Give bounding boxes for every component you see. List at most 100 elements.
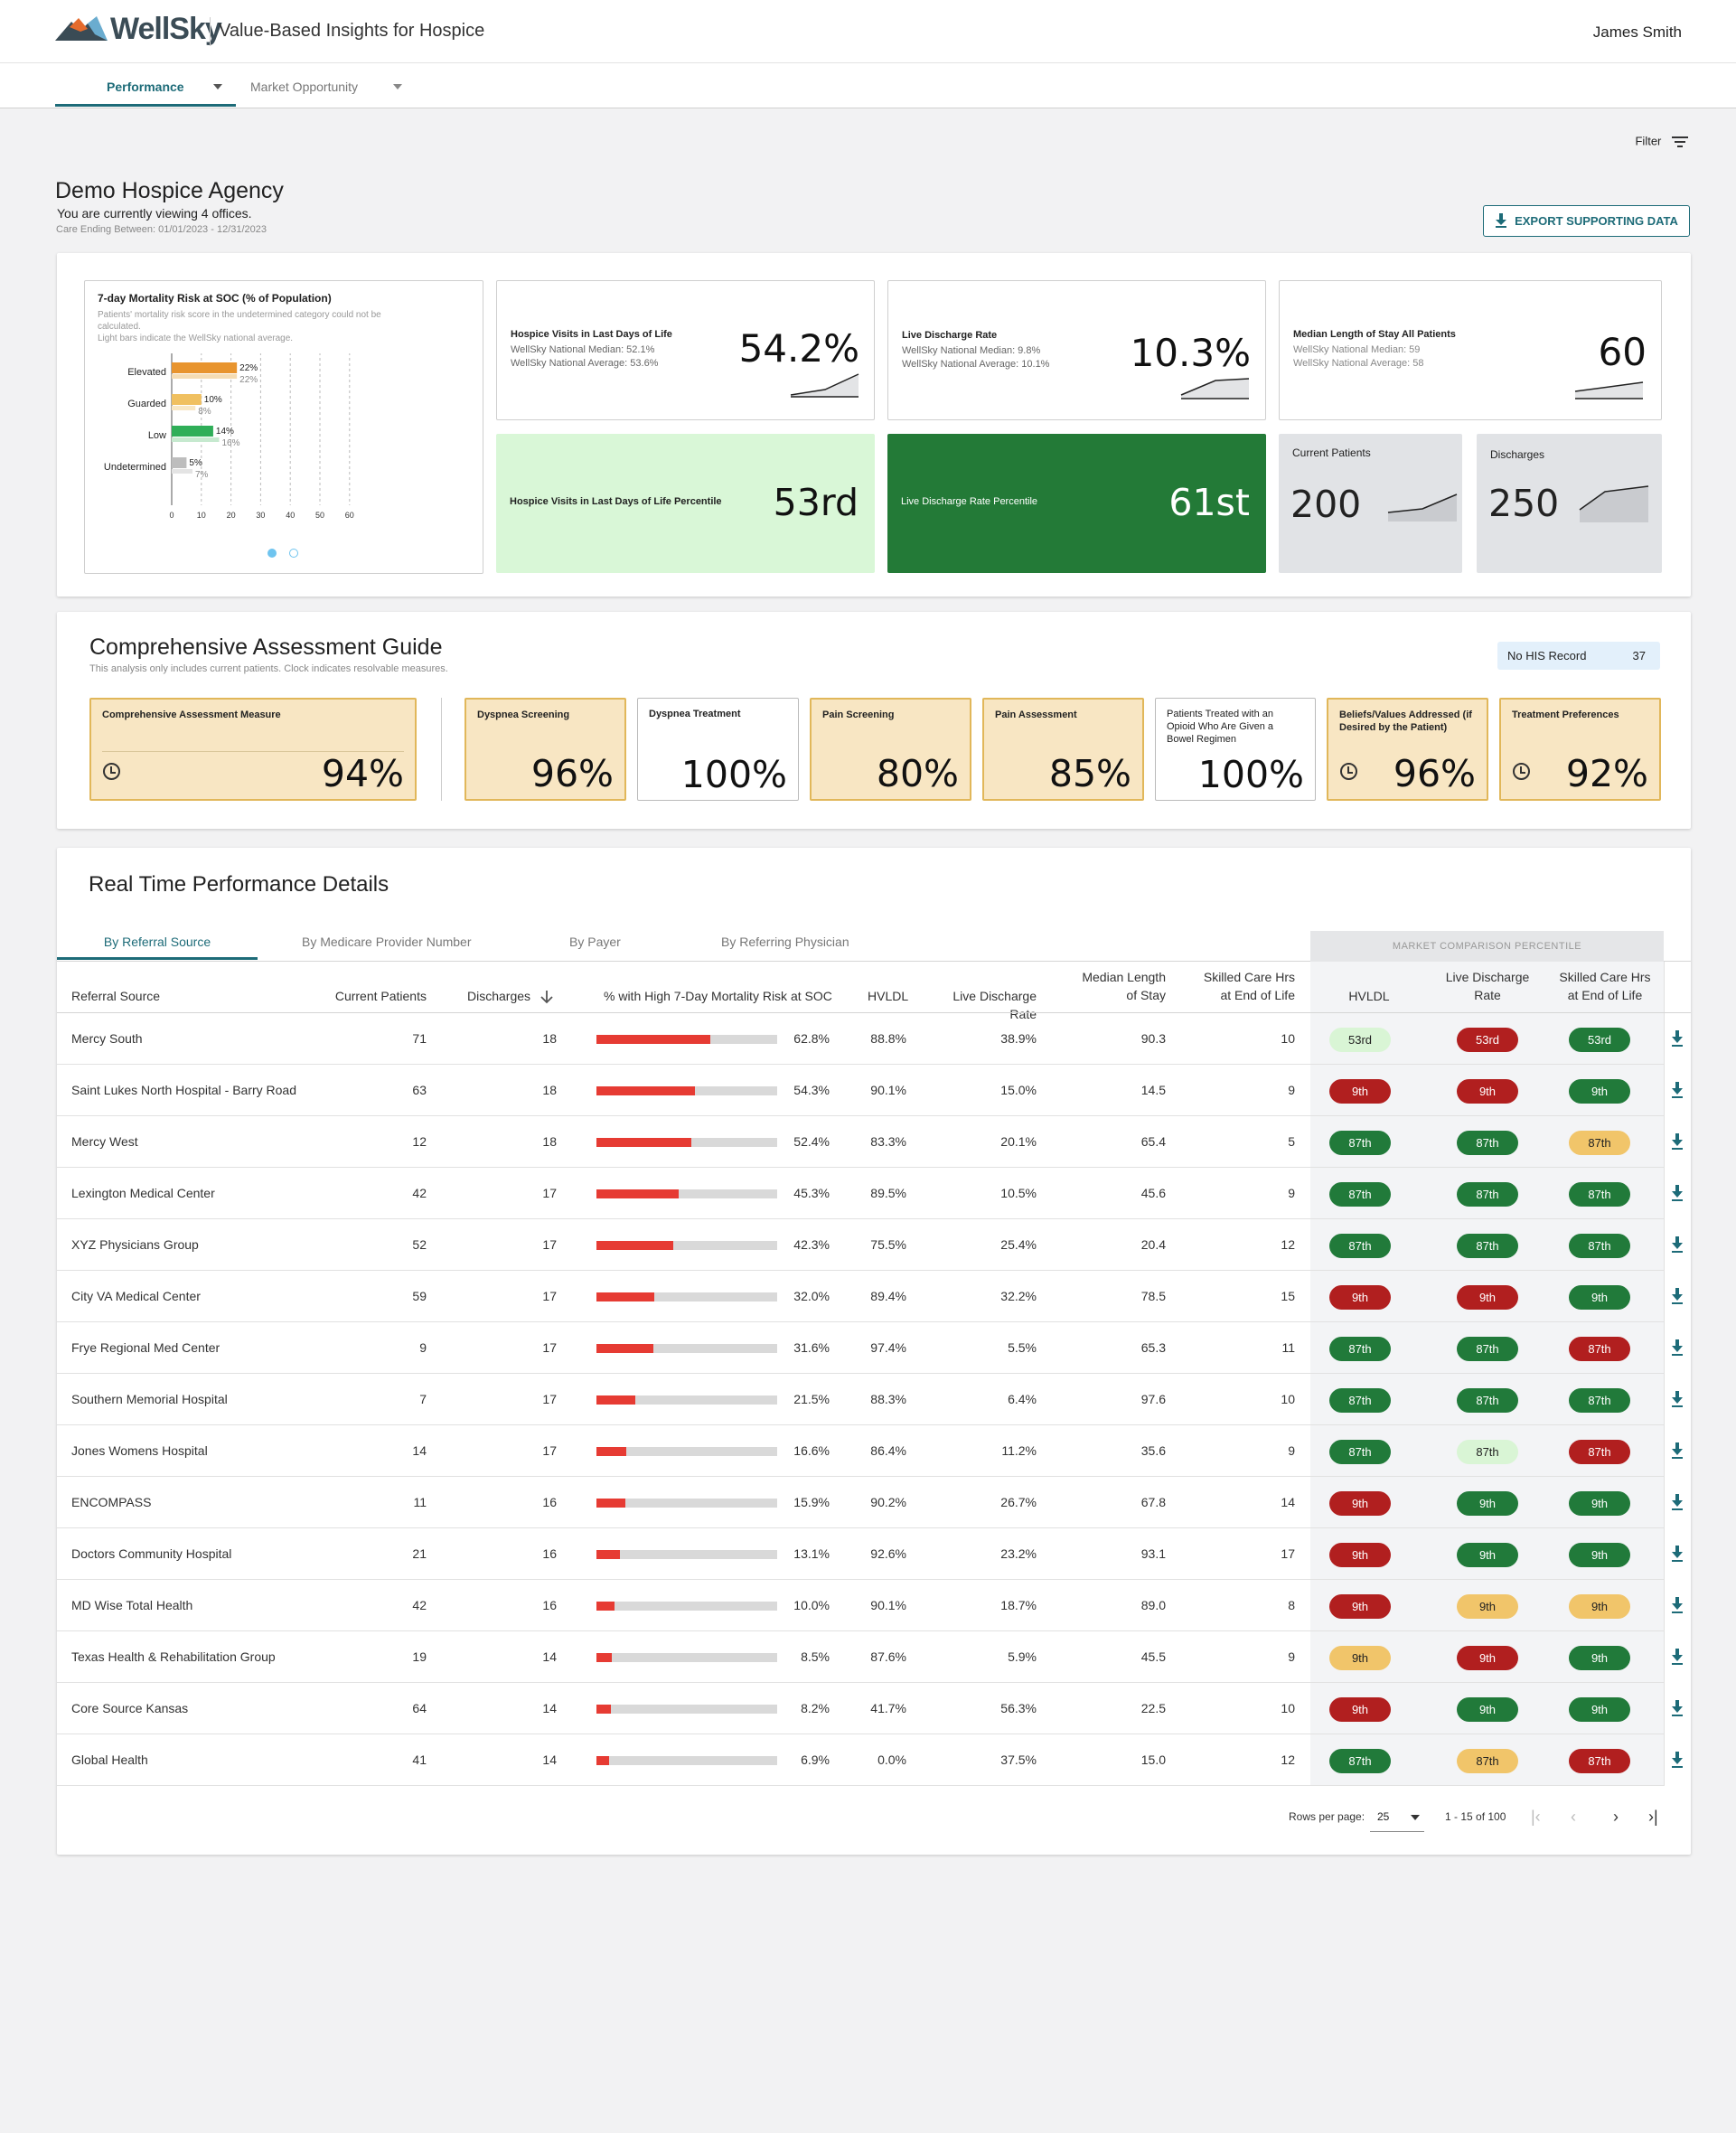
download-icon[interactable] — [1671, 1390, 1684, 1408]
table-row[interactable]: XYZ Physicians Group 52 17 42.3% 75.5% 2… — [57, 1219, 1683, 1271]
carousel-dot-active[interactable] — [267, 549, 277, 558]
measure-beliefs-values[interactable]: Beliefs/Values Addressed (if Desired by … — [1327, 698, 1488, 801]
measure-dyspnea-screening[interactable]: Dyspnea Screening 96% — [464, 698, 626, 801]
table-row[interactable]: Global Health 41 14 6.9% 0.0% 37.5% 15.0… — [57, 1734, 1683, 1786]
download-icon[interactable] — [1671, 1596, 1684, 1614]
table-row[interactable]: Jones Womens Hospital 14 17 16.6% 86.4% … — [57, 1425, 1683, 1477]
download-icon[interactable] — [1671, 1699, 1684, 1717]
kpi-title: Median Length of Stay All Patients — [1293, 329, 1456, 340]
bar-value-label: 5% — [189, 458, 202, 468]
measure-pain-screening[interactable]: Pain Screening 80% — [810, 698, 971, 801]
col-market-hvldl[interactable]: HVLDL — [1348, 989, 1390, 1003]
table-row[interactable]: ENCOMPASS 11 16 15.9% 90.2% 26.7% 67.8 1… — [57, 1477, 1683, 1528]
table-row[interactable]: Frye Regional Med Center 9 17 31.6% 97.4… — [57, 1322, 1683, 1374]
col-referral-source[interactable]: Referral Source — [71, 989, 161, 1003]
col-market-live-discharge-rate[interactable]: Live Discharge Rate — [1431, 968, 1544, 1004]
cell-referral-source: Jones Womens Hospital — [71, 1443, 208, 1458]
agency-name: Demo Hospice Agency — [55, 178, 284, 203]
percentile-pill: 87th — [1569, 1182, 1630, 1207]
col-live-discharge-rate[interactable]: Live Discharge Rate — [952, 989, 1037, 1021]
tab-by-referral-source[interactable]: By Referral Source — [57, 935, 258, 960]
cell-skilled-care-hrs: 12 — [1281, 1237, 1295, 1252]
mortality-bar-track — [596, 1344, 777, 1353]
rows-per-page-select[interactable]: 25 — [1370, 1803, 1424, 1832]
main-nav: Performance Market Opportunity — [0, 63, 1736, 108]
export-supporting-data-button[interactable]: EXPORT SUPPORTING DATA — [1483, 205, 1690, 237]
measure-comprehensive-assessment[interactable]: Comprehensive Assessment Measure 94% — [89, 698, 417, 801]
table-row[interactable]: Southern Memorial Hospital 7 17 21.5% 88… — [57, 1374, 1683, 1425]
table-row[interactable]: Texas Health & Rehabilitation Group 19 1… — [57, 1631, 1683, 1683]
col-market-skilled-care-hrs[interactable]: Skilled Care Hrs at End of Life — [1546, 968, 1664, 1004]
download-icon[interactable] — [1671, 1493, 1684, 1511]
no-his-record-badge[interactable]: No HIS Record 37 — [1497, 642, 1660, 670]
chevron-down-icon — [1411, 1815, 1420, 1820]
measure-value: 85% — [1048, 752, 1131, 795]
download-icon[interactable] — [1671, 1545, 1684, 1563]
cell-current-patients: 41 — [412, 1752, 427, 1767]
filter-label: Filter — [1635, 134, 1662, 148]
tab-by-payer[interactable]: By Payer — [569, 935, 621, 949]
download-icon[interactable] — [1671, 1442, 1684, 1460]
user-menu[interactable]: James Smith — [1592, 23, 1682, 41]
table-row[interactable]: Lexington Medical Center 42 17 45.3% 89.… — [57, 1168, 1683, 1219]
chevron-down-icon[interactable] — [393, 84, 402, 89]
measure-dyspnea-treatment[interactable]: Dyspnea Treatment 100% — [637, 698, 799, 801]
bar-national — [172, 374, 238, 379]
measure-opioid-bowel-regimen[interactable]: Patients Treated with an Opioid Who Are … — [1155, 698, 1316, 801]
download-icon[interactable] — [1671, 1081, 1684, 1099]
download-icon[interactable] — [1671, 1132, 1684, 1151]
tabs-divider — [57, 961, 1691, 962]
measure-label: Patients Treated with an Opioid Who Are … — [1167, 709, 1274, 745]
table-row[interactable]: Mercy South 71 18 62.8% 88.8% 38.9% 90.3… — [57, 1013, 1683, 1065]
measure-treatment-preferences[interactable]: Treatment Preferences 92% — [1499, 698, 1661, 801]
download-icon[interactable] — [1671, 1287, 1684, 1305]
tab-market-opportunity[interactable]: Market Opportunity — [249, 63, 412, 107]
percentile-value: 61st — [1168, 481, 1250, 524]
download-icon[interactable] — [1671, 1236, 1684, 1254]
mortality-bar-fill — [596, 1756, 609, 1765]
download-icon[interactable] — [1671, 1029, 1684, 1048]
download-icon[interactable] — [1671, 1751, 1684, 1769]
carousel-dot[interactable] — [289, 549, 298, 558]
download-icon[interactable] — [1671, 1184, 1684, 1202]
measure-pain-assessment[interactable]: Pain Assessment 85% — [982, 698, 1144, 801]
cell-discharges: 14 — [542, 1752, 557, 1767]
bar-national — [172, 469, 192, 474]
last-page-icon[interactable]: ›| — [1648, 1808, 1658, 1826]
download-icon[interactable] — [1671, 1648, 1684, 1666]
cell-live-discharge-rate: 26.7% — [1000, 1495, 1037, 1509]
cell-median-length-of-stay: 78.5 — [1140, 1289, 1166, 1303]
tab-by-medicare-provider-number[interactable]: By Medicare Provider Number — [302, 935, 472, 949]
col-hvldl[interactable]: HVLDL — [868, 989, 909, 1003]
col-current-patients[interactable]: Current Patients — [334, 989, 427, 1003]
table-row[interactable]: Mercy West 12 18 52.4% 83.3% 20.1% 65.4 … — [57, 1116, 1683, 1168]
tab-performance[interactable]: Performance — [55, 63, 236, 107]
chart-note-light-bars: Light bars indicate the WellSky national… — [98, 334, 294, 343]
filter-button[interactable]: Filter — [1635, 134, 1688, 150]
sort-arrow-down-icon[interactable] — [540, 990, 554, 1004]
first-page-icon[interactable]: |‹ — [1531, 1808, 1541, 1826]
bar-value-label: 14% — [216, 427, 234, 437]
col-skilled-care-hrs[interactable]: Skilled Care Hrs at End of Life — [1179, 968, 1295, 1004]
kpi-sparkline — [1574, 381, 1644, 399]
table-row[interactable]: Doctors Community Hospital 21 16 13.1% 9… — [57, 1528, 1683, 1580]
col-median-length-of-stay[interactable]: Median Length of Stay — [1057, 968, 1166, 1004]
mortality-bar-fill — [596, 1653, 612, 1662]
cell-hvldl: 90.1% — [870, 1083, 906, 1097]
table-row[interactable]: Saint Lukes North Hospital - Barry Road … — [57, 1065, 1683, 1116]
col-mortality-risk[interactable]: % with High 7-Day Mortality Risk at SOC — [604, 989, 832, 1003]
table-row[interactable]: MD Wise Total Health 42 16 10.0% 90.1% 1… — [57, 1580, 1683, 1631]
previous-page-icon[interactable]: ‹ — [1571, 1808, 1576, 1826]
tab-by-referring-physician[interactable]: By Referring Physician — [721, 935, 849, 949]
bar-agency — [172, 426, 213, 437]
table-row[interactable]: City VA Medical Center 59 17 32.0% 89.4%… — [57, 1271, 1683, 1322]
percentile-pill: 87th — [1329, 1131, 1391, 1155]
download-icon[interactable] — [1671, 1339, 1684, 1357]
next-page-icon[interactable]: › — [1613, 1808, 1619, 1826]
col-discharges[interactable]: Discharges — [467, 987, 554, 1005]
kpi-value: 10.3% — [1130, 331, 1251, 375]
cell-current-patients: 21 — [412, 1546, 427, 1561]
cell-referral-source: Doctors Community Hospital — [71, 1546, 232, 1561]
table-row[interactable]: Core Source Kansas 64 14 8.2% 41.7% 56.3… — [57, 1683, 1683, 1734]
chevron-down-icon[interactable] — [213, 84, 222, 89]
